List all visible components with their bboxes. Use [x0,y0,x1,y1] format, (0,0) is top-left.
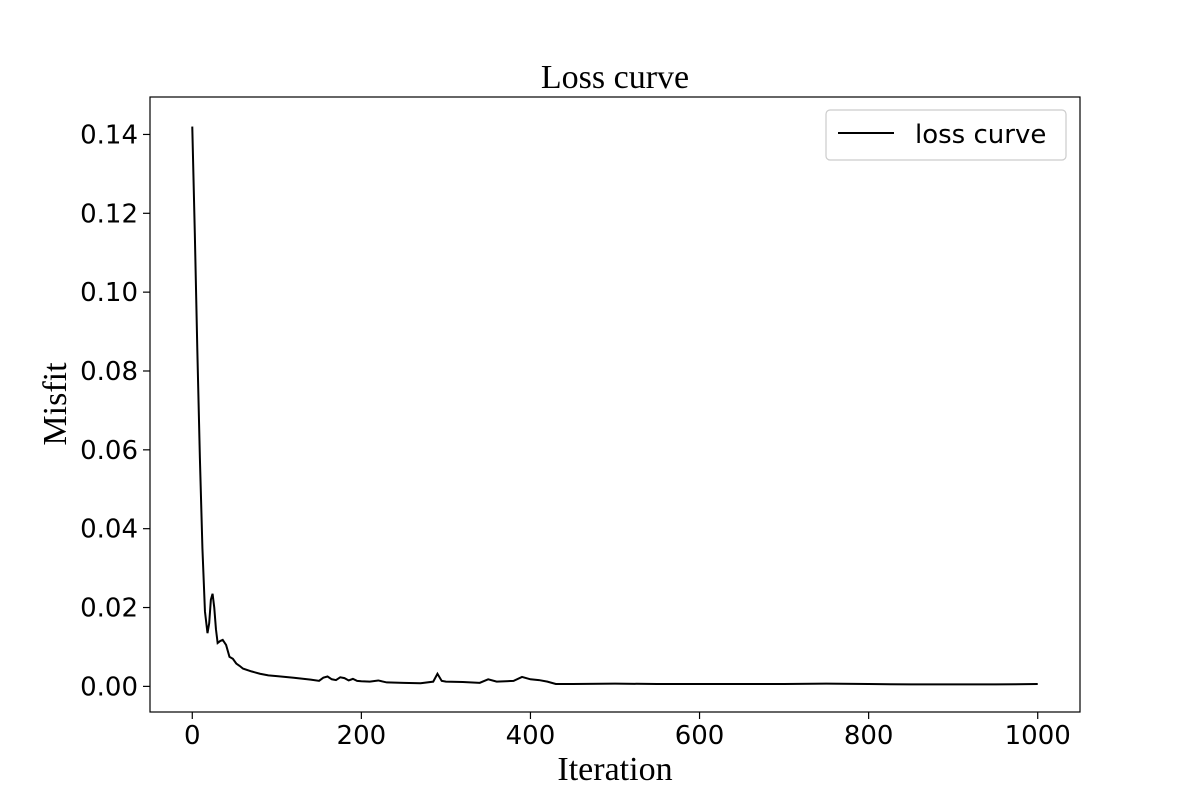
x-axis-label: Iteration [557,751,672,788]
legend-label-loss-curve: loss curve [915,120,1046,150]
y-tick-label: 0.10 [80,278,138,308]
y-axis: 0.00 0.02 0.04 0.06 0.08 0.10 0.12 0.14 [80,120,150,702]
plot-area [149,96,1081,713]
y-tick-label: 0.06 [80,436,138,466]
x-tick-label: 800 [844,721,894,751]
y-tick-label: 0.14 [80,120,138,150]
chart-title: Loss curve [541,59,689,96]
legend-box [825,109,1067,161]
y-axis-label: Misfit [37,362,74,446]
x-axis: 0 200 400 600 800 1000 [184,712,1071,751]
plot-frame [149,96,1081,713]
y-tick-label: 0.04 [80,515,138,545]
y-tick-label: 0.12 [80,199,138,229]
y-tick-label: 0.00 [80,672,138,702]
x-tick-label: 600 [675,721,725,751]
y-tick-label: 0.08 [80,357,138,387]
series-line-loss-curve [191,126,1038,686]
x-tick-label: 0 [184,721,201,751]
x-tick-label: 200 [337,721,387,751]
x-tick-label: 400 [506,721,556,751]
legend: loss curve [825,109,1067,161]
x-tick-label: 1000 [1005,721,1071,751]
y-tick-label: 0.02 [80,594,138,624]
